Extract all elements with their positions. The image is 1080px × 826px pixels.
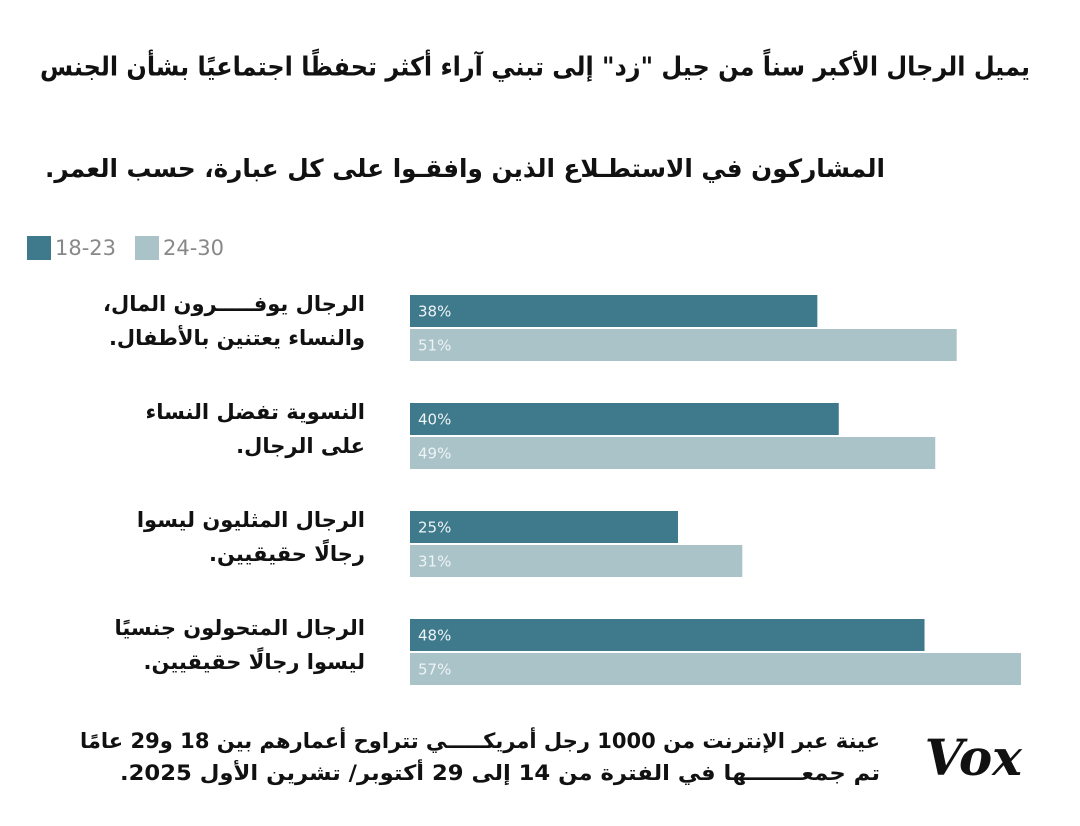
chart-title: يميل الرجال الأكبر سناً من جيل "زد" إلى … <box>40 48 1030 83</box>
value-label: 57% <box>418 661 451 679</box>
bar <box>410 545 743 577</box>
bar <box>410 619 925 651</box>
value-label: 49% <box>418 445 451 463</box>
category-label: الرجال يوفـــــرون المال، <box>103 292 365 316</box>
bar <box>410 403 839 435</box>
logo: Vox <box>925 728 1024 787</box>
bar <box>410 511 678 543</box>
bar <box>410 295 818 327</box>
category-label: الرجال المتحولون جنسيًا <box>114 616 365 640</box>
value-label: 31% <box>418 553 451 571</box>
legend-label: 24-30 <box>163 236 224 260</box>
bar <box>410 653 1021 685</box>
footnote: تم جمعـــــــها في الفترة من 14 إلى 29 أ… <box>120 758 880 785</box>
footnote: عينة عبر الإنترنت من 1000 رجل أمريكـــــ… <box>80 726 880 753</box>
value-label: 51% <box>418 337 451 355</box>
value-label: 25% <box>418 519 451 537</box>
category-label: الرجال المثليون ليسوا <box>137 508 365 532</box>
value-label: 40% <box>418 411 451 429</box>
legend-swatch <box>27 236 51 260</box>
legend-swatch <box>135 236 159 260</box>
bar <box>410 437 936 469</box>
category-label: والنساء يعتنين بالأطفال. <box>109 324 365 350</box>
legend-label: 18-23 <box>55 236 116 260</box>
category-label: ليسوا رجالًا حقيقيين. <box>143 646 365 674</box>
category-label: على الرجال. <box>236 434 365 458</box>
value-label: 48% <box>418 627 451 645</box>
value-label: 38% <box>418 303 451 321</box>
category-label: النسوية تفضل النساء <box>145 400 365 424</box>
bar <box>410 329 957 361</box>
chart-subtitle: المشاركون في الاستطـلاع الذين وافقـوا عل… <box>45 154 885 184</box>
category-label: رجالًا حقيقيين. <box>209 538 365 566</box>
